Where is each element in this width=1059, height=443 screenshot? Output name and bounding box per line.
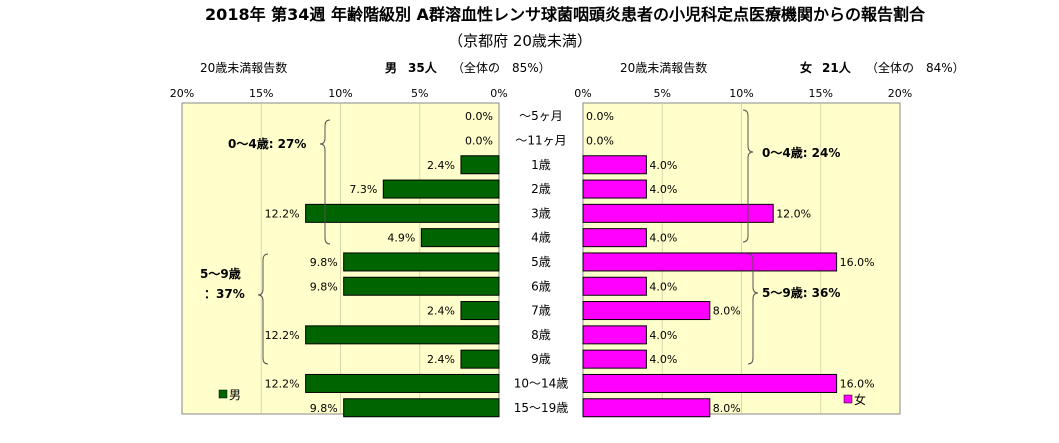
female-data-label: 4.0% (649, 329, 677, 342)
male-data-label: 0.0% (465, 134, 493, 147)
bars: 0.0% 0.0% 0.0% 0.0% 2.4% 4.0% 7.3% 4.0% 12.2% 12.… (265, 110, 875, 418)
female-bar (582, 398, 711, 418)
male-data-label: 0.0% (465, 110, 493, 123)
female-caption: 20歳未満報告数 (620, 60, 707, 75)
female-data-label: 8.0% (713, 305, 741, 318)
category-label: 6歳 (531, 279, 551, 293)
chart-title: 2018年 第34週 年齢階級別 A群溶血性レンサ球菌咽頭炎患者の小児科定点医療… (205, 5, 926, 24)
male-data-label: 7.3% (349, 183, 377, 196)
male-bar (382, 179, 500, 199)
female-data-label: 0.0% (586, 110, 614, 123)
male-bar (460, 155, 500, 175)
category-label: 5歳 (531, 255, 551, 269)
female-data-label: 16.0% (840, 377, 875, 390)
female-data-label: 12.0% (776, 207, 811, 220)
category-label: 3歳 (531, 206, 551, 220)
male-bar (343, 398, 500, 418)
male-count: 35人 (408, 60, 438, 75)
male-data-label: 9.8% (310, 280, 338, 293)
male-bar (305, 203, 500, 223)
category-label: 1歳 (531, 158, 551, 172)
male-data-label: 4.9% (387, 232, 415, 245)
male-tick-label: 15% (249, 87, 273, 100)
category-label: ～5ヶ月 (519, 109, 563, 123)
male-bar (460, 301, 500, 321)
male-data-label: 12.2% (265, 329, 300, 342)
female-data-label: 0.0% (586, 134, 614, 147)
female-bracket-0-4-label: 0～4歳: 24% (762, 145, 840, 160)
female-legend-swatch (843, 394, 853, 404)
male-bar (343, 252, 500, 272)
female-legend-label: 女 (854, 392, 866, 407)
male-bar (305, 373, 500, 393)
female-bracket-5-9-label: 5～9歳: 36% (762, 285, 840, 300)
female-data-label: 4.0% (649, 159, 677, 172)
male-tick-label: 10% (328, 87, 352, 100)
axis-tick-labels: 20% 15% 10% 5% 0% 0% 5% 10% 15% 20% (170, 87, 912, 100)
female-bracket-0-4 (742, 109, 754, 243)
male-bar (420, 228, 500, 248)
female-bar (582, 203, 774, 223)
category-label: ～11ヶ月 (515, 133, 566, 147)
female-bar (582, 276, 647, 296)
category-label: 10～14歳 (514, 376, 569, 390)
female-bar (582, 179, 647, 199)
male-bracket-5-9-label-a: 5～9歳 (200, 266, 241, 281)
male-bar (305, 325, 500, 345)
male-data-label: 12.2% (265, 207, 300, 220)
male-data-label: 2.4% (427, 159, 455, 172)
category-label: 2歳 (531, 182, 551, 196)
female-tick-label: 5% (654, 87, 671, 100)
female-tick-label: 0% (574, 87, 591, 100)
male-tick-label: 20% (170, 87, 194, 100)
male-data-label: 9.8% (310, 402, 338, 415)
female-bar (582, 252, 838, 272)
category-labels: ～5ヶ月 ～11ヶ月 1歳 2歳 3歳 4歳 5歳 6歳 7歳 8歳 9歳 10～14歳 15～19歳 (514, 109, 569, 415)
male-caption: 20歳未満報告数 (200, 60, 287, 75)
chart-subtitle: （京都府 20歳未満） (448, 32, 592, 50)
category-label: 7歳 (531, 304, 551, 318)
male-bracket-5-9-label-b: ：37% (204, 287, 245, 301)
age-brackets (257, 109, 759, 365)
male-bracket-5-9 (257, 253, 269, 365)
male-tick-label: 0% (490, 87, 507, 100)
male-data-label: 9.8% (310, 256, 338, 269)
male-bar (343, 276, 500, 296)
female-bracket-5-9 (747, 253, 759, 365)
male-data-label: 2.4% (427, 353, 455, 366)
female-count: 21人 (822, 60, 852, 75)
female-data-label: 4.0% (649, 353, 677, 366)
male-bracket-0-4-label: 0～4歳: 27% (228, 136, 306, 151)
male-tick-label: 5% (411, 87, 428, 100)
category-label: 8歳 (531, 328, 551, 342)
female-data-label: 4.0% (649, 183, 677, 196)
male-legend-swatch (218, 389, 228, 399)
female-data-label: 4.0% (649, 280, 677, 293)
female-label: 女 (800, 60, 812, 75)
male-bar (460, 349, 500, 369)
female-data-label: 16.0% (840, 256, 875, 269)
female-tick-label: 10% (729, 87, 753, 100)
male-legend-label: 男 (229, 388, 241, 402)
female-bar (582, 228, 647, 248)
female-data-label: 4.0% (649, 232, 677, 245)
female-bar (582, 373, 838, 393)
female-tick-label: 15% (809, 87, 833, 100)
female-data-label: 8.0% (713, 402, 741, 415)
male-label: 男 (385, 61, 397, 75)
male-data-label: 12.2% (265, 377, 300, 390)
female-tick-label: 20% (888, 87, 912, 100)
female-bar (582, 325, 647, 345)
male-bracket-0-4 (319, 119, 331, 245)
female-bar (582, 155, 647, 175)
category-label: 9歳 (531, 352, 551, 366)
male-data-label: 2.4% (427, 305, 455, 318)
female-bar (582, 349, 647, 369)
category-label: 4歳 (531, 231, 551, 245)
female-bar (582, 301, 711, 321)
category-label: 15～19歳 (514, 401, 569, 415)
female-share: （全体の 84%） (866, 60, 965, 75)
male-share: （全体の 85%） (452, 60, 551, 75)
